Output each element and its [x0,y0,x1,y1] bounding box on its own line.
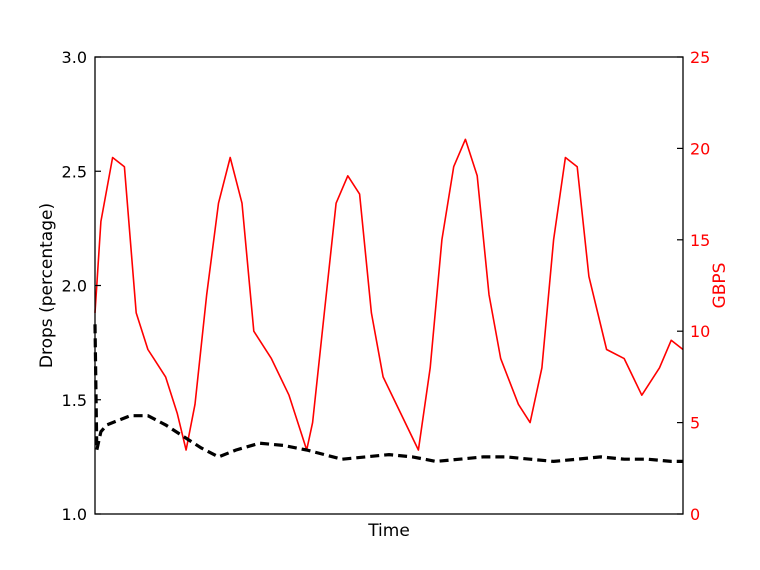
right-y-tick-label: 10 [690,322,710,341]
ticks-layer: 1.0 1.5 2.0 2.5 3.0 0 5 10 15 20 25 [62,48,711,524]
x-axis-label: Time [367,521,410,541]
right-y-tick-label: 0 [690,505,700,524]
right-y-axis-label: GBPS [710,263,730,309]
left-y-tick-label: 1.5 [62,391,87,410]
plot-frame [94,56,684,515]
right-y-tick-label: 5 [690,414,700,433]
left-y-tick-label: 1.0 [62,505,87,524]
left-y-tick-label: 2.5 [62,162,87,181]
left-y-axis-label: Drops (percentage) [37,203,57,368]
drops-dashed-line [93,324,683,463]
right-y-tick-label: 15 [690,231,710,250]
right-y-tick-label: 25 [690,48,710,67]
left-y-tick-label: 2.0 [62,277,87,296]
throughput-line [94,138,684,451]
left-y-tick-label: 3.0 [62,48,87,67]
series-layer [93,138,684,463]
right-y-tick-label: 20 [690,139,710,158]
